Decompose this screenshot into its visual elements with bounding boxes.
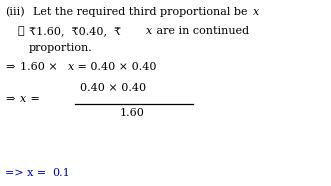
Text: 0.1: 0.1	[52, 168, 70, 178]
Text: are in continued: are in continued	[153, 26, 249, 36]
Text: Let the required third proportional be: Let the required third proportional be	[33, 7, 251, 17]
Text: x: x	[68, 62, 74, 72]
Text: x: x	[146, 26, 152, 36]
Text: 0.40 × 0.40: 0.40 × 0.40	[80, 83, 146, 93]
Text: => x =: => x =	[5, 168, 50, 178]
Text: ₹1.60,  ₹0.40,  ₹: ₹1.60, ₹0.40, ₹	[29, 26, 121, 36]
Text: 1.60: 1.60	[120, 108, 145, 118]
Text: = 0.40 × 0.40: = 0.40 × 0.40	[74, 62, 157, 72]
Text: =: =	[27, 94, 40, 104]
Text: ∴: ∴	[18, 26, 24, 36]
Text: 1.60 ×: 1.60 ×	[20, 62, 61, 72]
Text: (iii): (iii)	[5, 7, 24, 17]
Text: ⇒: ⇒	[5, 62, 14, 72]
Text: proportion.: proportion.	[29, 43, 93, 53]
Text: x: x	[253, 7, 259, 17]
Text: x: x	[20, 94, 26, 104]
Text: ⇒: ⇒	[5, 94, 14, 104]
